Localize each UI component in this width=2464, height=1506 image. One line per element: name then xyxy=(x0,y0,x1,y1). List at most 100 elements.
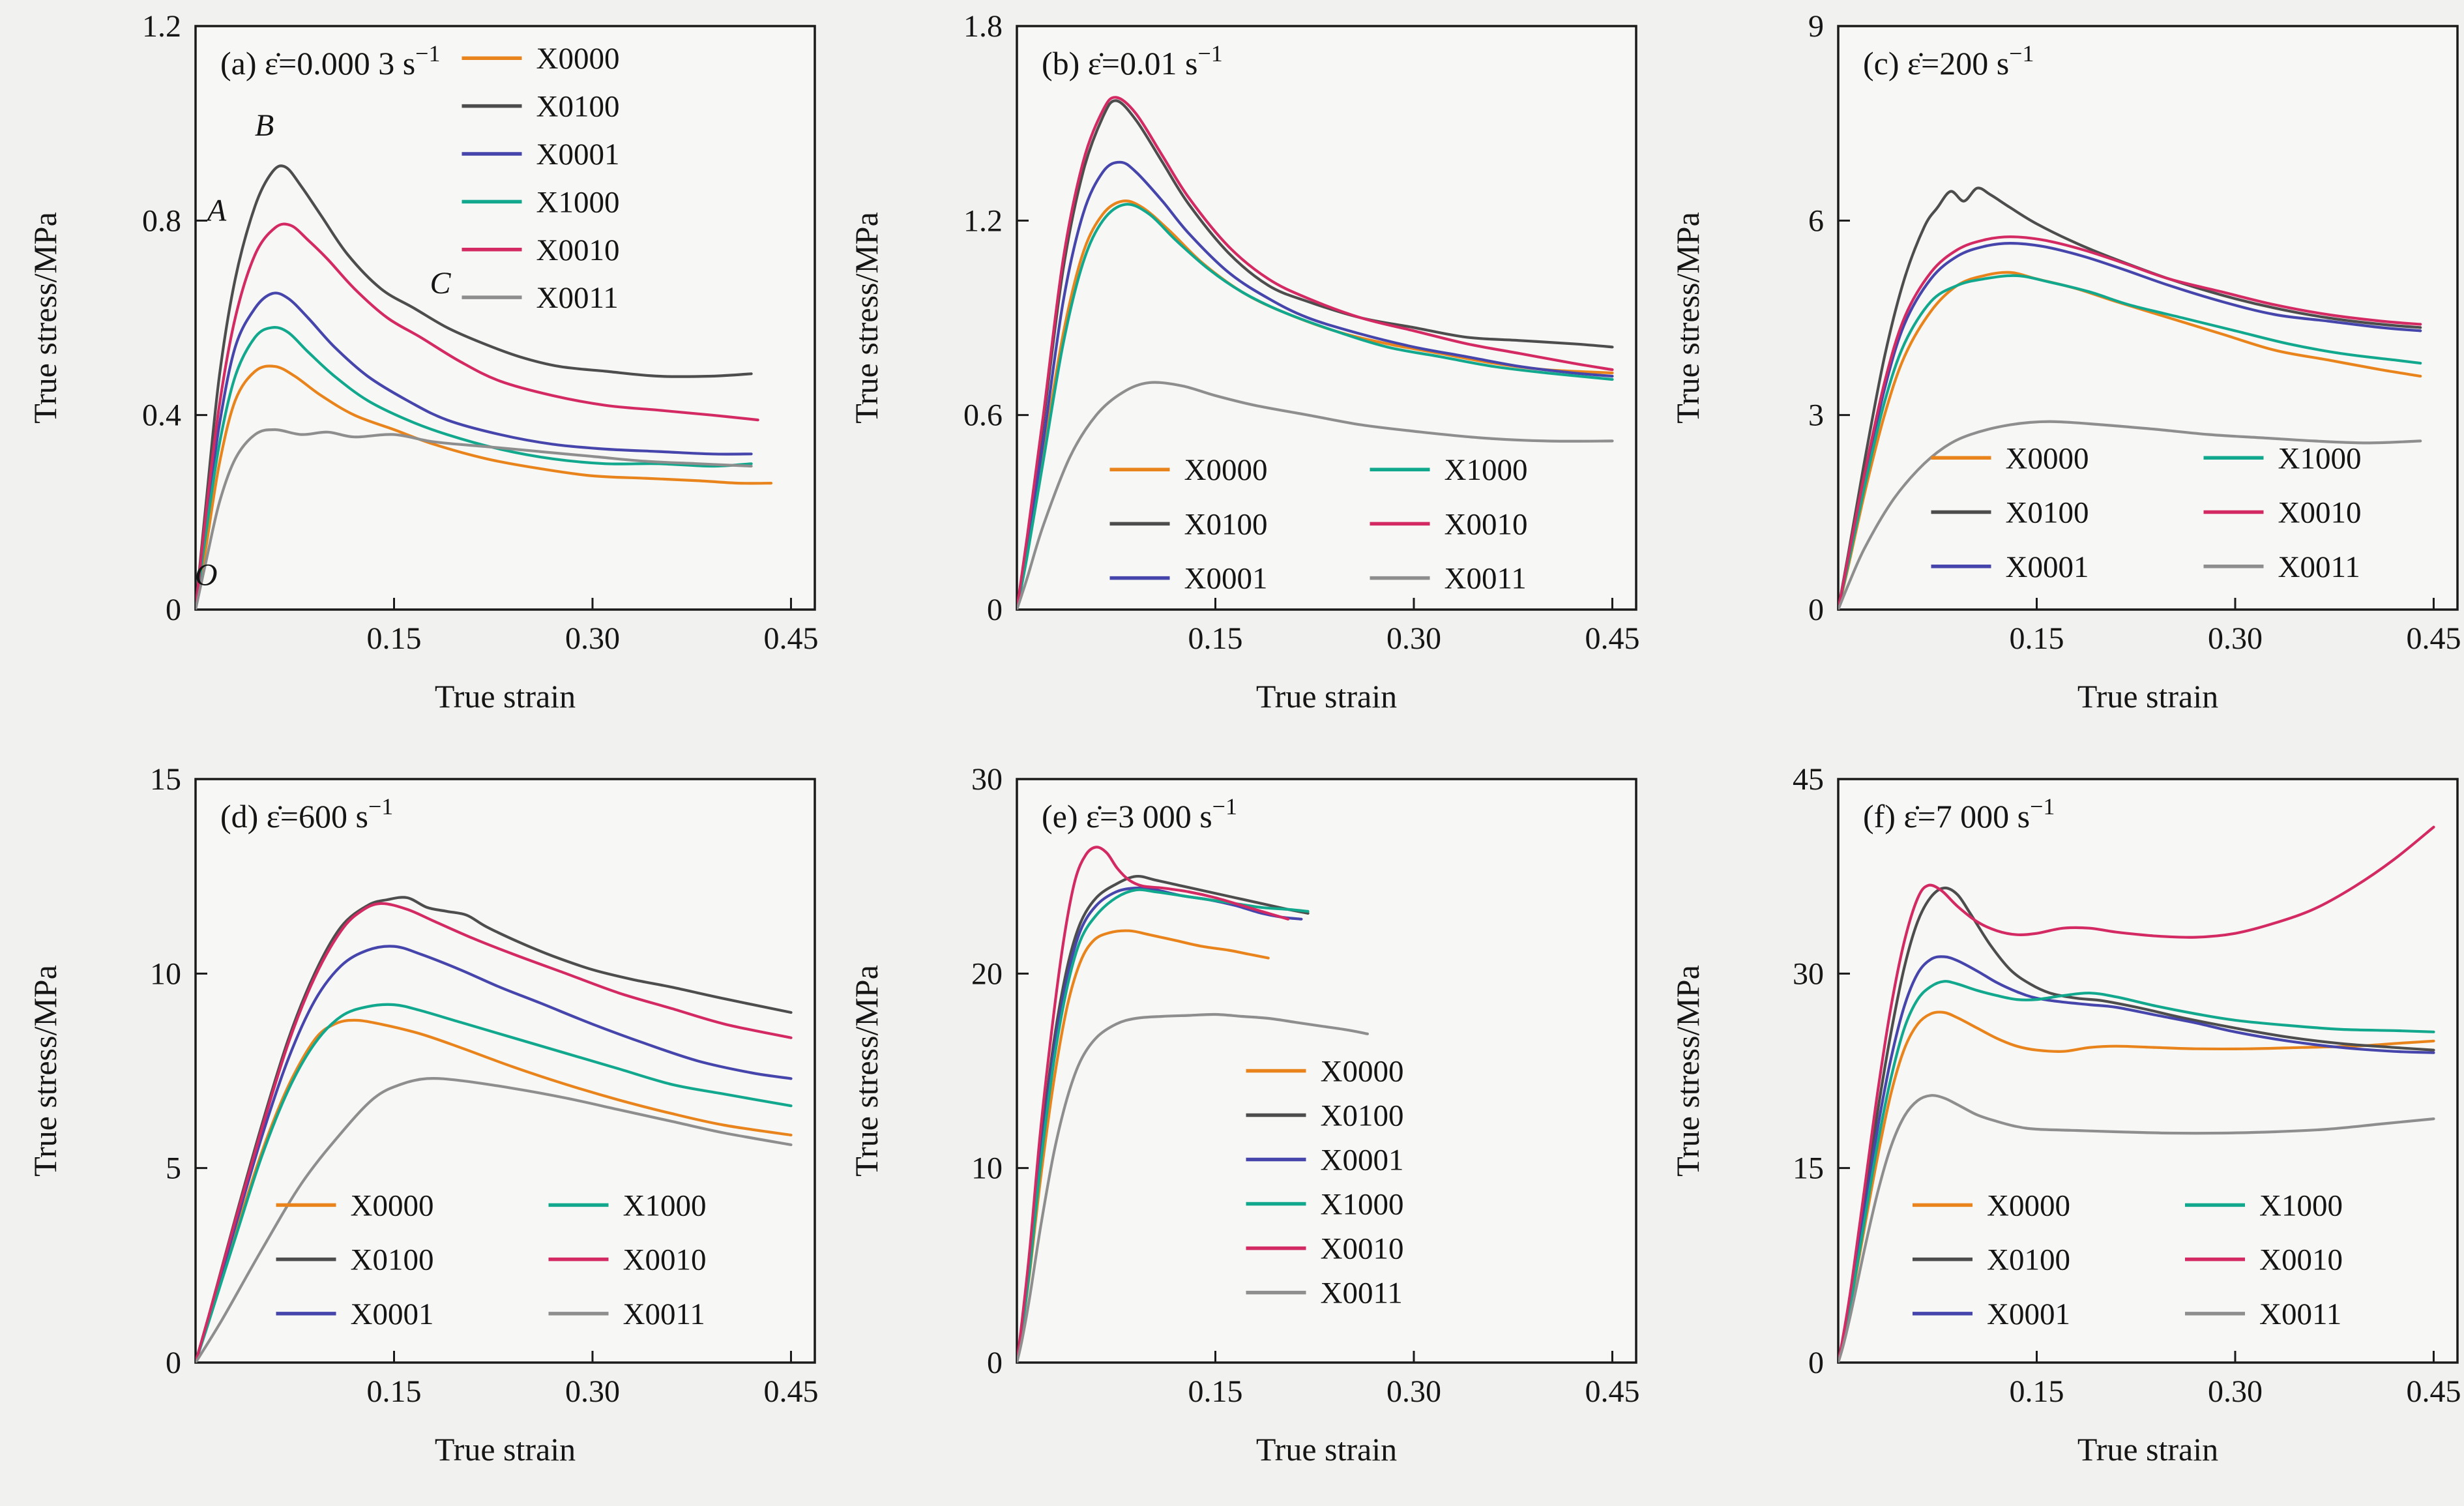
x-tick-label: 0.45 xyxy=(1585,621,1639,656)
series-group xyxy=(1838,186,2422,610)
series-X0011-line xyxy=(1838,420,2422,610)
annotation-C: C xyxy=(430,266,452,301)
series-group xyxy=(1017,846,1369,1363)
y-tick-label: 5 xyxy=(166,1151,181,1186)
panel-title: (c) ε̇=200 s−1 xyxy=(1863,40,2034,81)
series-group xyxy=(196,896,793,1363)
legend-label-X1000: X1000 xyxy=(2259,1189,2343,1222)
series-X0100-line xyxy=(1838,886,2435,1363)
series-X0100-line xyxy=(1838,186,2422,610)
legend-label-X0010: X0010 xyxy=(1321,1232,1404,1266)
y-tick-label: 1.8 xyxy=(963,9,1003,44)
x-tick-label: 0.45 xyxy=(2406,621,2461,656)
x-tick-label: 0.30 xyxy=(2208,1374,2263,1409)
legend-label-X0100: X0100 xyxy=(1184,507,1268,541)
series-X0010-line xyxy=(1838,235,2422,610)
y-tick-label: 9 xyxy=(1808,9,1824,44)
legend-label-X0011: X0011 xyxy=(2259,1297,2341,1331)
legend-label-X0011: X0011 xyxy=(1445,562,1527,596)
y-tick-label: 3 xyxy=(1808,398,1824,433)
x-tick-label: 0.30 xyxy=(1386,621,1441,656)
y-tick-label: 0 xyxy=(987,1346,1003,1380)
y-axis-title: True stress/MPa xyxy=(27,212,63,424)
series-X0100-line xyxy=(196,164,753,610)
panel-c: 0.15 0.30 0.45 0 3 6 9 (c) ε̇=200 s−1 True strai… xyxy=(1643,0,2464,753)
series-X0000-line xyxy=(196,364,773,610)
legend-label-X0010: X0010 xyxy=(2278,496,2362,530)
panel-c-chart: 0.15 0.30 0.45 0 3 6 9 (c) ε̇=200 s−1 True strai… xyxy=(1669,9,2461,715)
series-X0001-line xyxy=(196,291,753,610)
y-tick-label: 0 xyxy=(166,593,181,627)
legend-label-X0011: X0011 xyxy=(1321,1277,1403,1310)
y-tick-label: 30 xyxy=(971,762,1003,797)
x-tick-label: 0.30 xyxy=(2208,621,2263,656)
y-tick-label: 1.2 xyxy=(142,9,181,44)
legend-label-X1000: X1000 xyxy=(623,1189,707,1222)
series-group xyxy=(1017,96,1614,610)
series-X0011-line xyxy=(1017,381,1614,610)
series-X1000-line xyxy=(1838,274,2422,610)
y-tick-label: 15 xyxy=(150,762,181,797)
series-X0010-line xyxy=(1017,96,1614,610)
panel-title: (b) ε̇=0.01 s−1 xyxy=(1042,40,1223,81)
legend-label-X0100: X0100 xyxy=(1321,1099,1404,1133)
y-tick-label: 0 xyxy=(1808,593,1824,627)
legend-label-X0011: X0011 xyxy=(536,281,619,315)
y-tick-label: 20 xyxy=(971,956,1003,991)
legend-label-X0011: X0011 xyxy=(2278,550,2360,584)
legend-label-X1000: X1000 xyxy=(536,185,620,219)
legend-label-X0001: X0001 xyxy=(1321,1144,1404,1177)
legend-label-X0001: X0001 xyxy=(351,1297,434,1331)
x-tick-label: 0.15 xyxy=(366,621,421,656)
panel-b: 0.15 0.30 0.45 0 0.6 1.2 1.8 (b) ε̇=0.01 s−1 Tru… xyxy=(821,0,1643,753)
y-tick-label: 0 xyxy=(166,1346,181,1380)
legend-label-X0100: X0100 xyxy=(351,1243,434,1277)
legend-label-X0001: X0001 xyxy=(2006,550,2089,584)
y-tick-label: 0.8 xyxy=(142,203,181,238)
series-X0010-line xyxy=(196,902,793,1363)
x-tick-label: 0.30 xyxy=(565,621,620,656)
series-X0010-line xyxy=(1017,846,1290,1363)
y-axis-title: True stress/MPa xyxy=(1669,965,1706,1177)
x-tick-label: 0.45 xyxy=(2406,1374,2461,1409)
legend-label-X0000: X0000 xyxy=(351,1189,434,1222)
panel-d: 0.15 0.30 0.45 0 5 10 15 (d) ε̇=600 s−1 True str… xyxy=(0,753,821,1506)
series-X1000-line xyxy=(1838,980,2435,1363)
y-tick-label: 15 xyxy=(1793,1151,1824,1186)
x-axis-title: True strain xyxy=(435,678,576,715)
panel-b-chart: 0.15 0.30 0.45 0 0.6 1.2 1.8 (b) ε̇=0.01 s−1 Tru… xyxy=(848,9,1639,715)
legend-label-X0000: X0000 xyxy=(1184,453,1268,487)
legend-label-X0001: X0001 xyxy=(536,138,620,171)
x-tick-label: 0.45 xyxy=(763,1374,818,1409)
y-tick-label: 1.2 xyxy=(963,203,1003,238)
panel-title: (e) ε̇=3 000 s−1 xyxy=(1042,793,1237,834)
plot-area xyxy=(1016,778,1637,1364)
legend-label-X0010: X0010 xyxy=(623,1243,707,1277)
legend-label-X0001: X0001 xyxy=(1987,1297,2070,1331)
y-axis-title: True stress/MPa xyxy=(848,965,885,1177)
legend-label-X0001: X0001 xyxy=(1184,562,1268,596)
panel-e-chart: 0.15 0.30 0.45 0 10 20 30 (e) ε̇=3 000 s−1 True … xyxy=(848,762,1639,1468)
panel-f: 0.15 0.30 0.45 0 15 30 45 (f) ε̇=7 000 s−1 True … xyxy=(1643,753,2464,1506)
y-tick-label: 10 xyxy=(971,1151,1003,1186)
legend-label-X0000: X0000 xyxy=(2006,441,2089,475)
series-X0001-line xyxy=(1838,955,2435,1363)
legend-label-X0000: X0000 xyxy=(1987,1189,2070,1222)
x-axis-title: True strain xyxy=(2077,678,2218,715)
panel-title: (f) ε̇=7 000 s−1 xyxy=(1863,793,2055,834)
plot-area xyxy=(1016,25,1637,611)
panel-f-chart: 0.15 0.30 0.45 0 15 30 45 (f) ε̇=7 000 s−1 True … xyxy=(1669,762,2461,1468)
y-axis-title: True stress/MPa xyxy=(1669,212,1706,424)
y-tick-label: 0 xyxy=(1808,1346,1824,1380)
series-X1000-line xyxy=(1017,203,1614,610)
panel-title: (d) ε̇=600 s−1 xyxy=(220,793,393,834)
y-tick-label: 30 xyxy=(1793,956,1824,991)
legend-label-X0010: X0010 xyxy=(536,233,620,267)
legend-label-X0010: X0010 xyxy=(2259,1243,2343,1277)
panel-a: 0.15 0.30 0.45 0 0.4 0.8 1.2 (a) ε̇=0.000 3 s−1… xyxy=(0,0,821,753)
panel-a-chart: 0.15 0.30 0.45 0 0.4 0.8 1.2 (a) ε̇=0.000 3 s−1… xyxy=(27,9,818,715)
x-tick-label: 0.15 xyxy=(2009,1374,2064,1409)
x-axis-title: True strain xyxy=(1256,1431,1397,1468)
plot-area xyxy=(194,25,816,611)
